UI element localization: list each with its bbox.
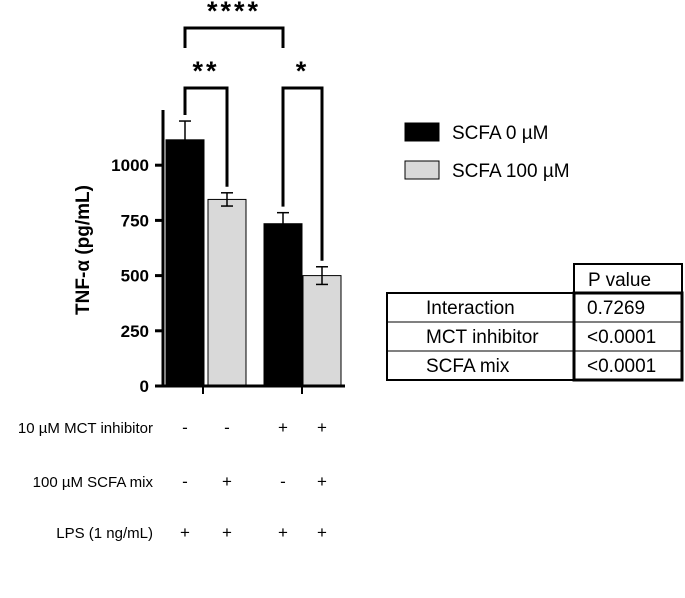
condition-label: LPS (1 ng/mL)	[56, 525, 153, 542]
bar	[263, 223, 303, 387]
table-row-label: SCFA mix	[426, 356, 510, 377]
condition-sign: +	[317, 472, 327, 491]
legend-label: SCFA 0 µM	[452, 123, 548, 144]
table-row-label: MCT inhibitor	[426, 327, 539, 348]
table-row-label: Interaction	[426, 298, 515, 319]
significance-label: ****	[207, 0, 261, 26]
y-tick-label: 750	[121, 211, 149, 230]
y-tick-label: 1000	[111, 156, 149, 175]
legend: SCFA 0 µM SCFA 100 µM	[404, 122, 570, 182]
p-value-table: P value Interaction 0.7269 MCT inhibitor <0.…	[386, 263, 684, 382]
legend-swatch	[404, 160, 440, 180]
y-axis-label: TNF-α (pg/mL)	[73, 185, 94, 315]
bar	[165, 139, 205, 387]
condition-sign: +	[317, 523, 327, 542]
legend-label: SCFA 100 µM	[452, 161, 570, 182]
table-row-value: <0.0001	[587, 356, 656, 377]
condition-sign: +	[278, 523, 288, 542]
condition-sign: -	[280, 472, 286, 491]
condition-label: 100 µM SCFA mix	[33, 474, 154, 491]
condition-sign: +	[222, 523, 232, 542]
table-row-value: <0.0001	[587, 327, 656, 348]
condition-sign: +	[317, 418, 327, 437]
p-value-header: P value	[588, 270, 651, 291]
significance-bracket	[183, 86, 229, 187]
condition-table: 10 µM MCT inhibitor - - + +100 µM SCFA mix - +…	[18, 418, 327, 542]
significance-label: *	[296, 56, 310, 86]
bar	[207, 198, 247, 387]
bar	[302, 275, 342, 387]
significance-label: **	[192, 56, 219, 86]
y-tick-label: 250	[121, 322, 149, 341]
legend-swatch	[404, 122, 440, 142]
condition-sign: +	[222, 472, 232, 491]
condition-sign: +	[278, 418, 288, 437]
condition-sign: -	[182, 418, 188, 437]
table-row-value: 0.7269	[587, 298, 645, 319]
y-tick-label: 0	[140, 377, 149, 396]
condition-sign: -	[182, 472, 188, 491]
significance-bracket	[281, 86, 324, 261]
significance-bracket	[183, 26, 285, 48]
condition-sign: -	[224, 418, 230, 437]
condition-sign: +	[180, 523, 190, 542]
y-tick-label: 500	[121, 267, 149, 286]
p-value-column-border	[572, 291, 684, 382]
condition-label: 10 µM MCT inhibitor	[18, 420, 153, 437]
